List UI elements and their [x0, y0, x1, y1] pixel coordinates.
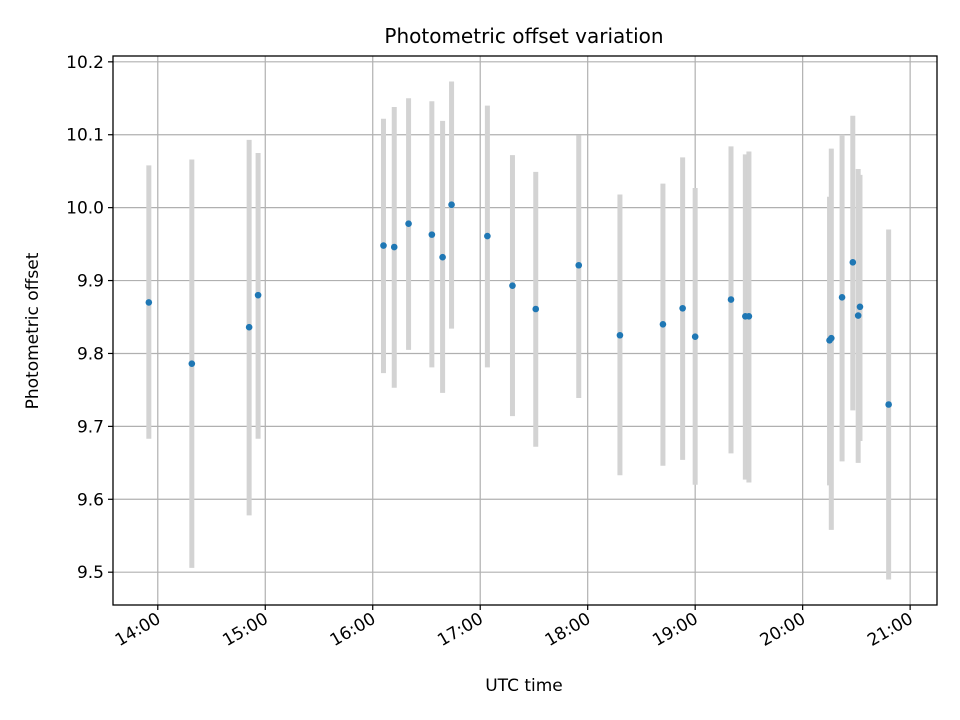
y-tick-label: 9.5 — [77, 563, 104, 583]
data-point — [854, 312, 862, 319]
y-tick-label: 10.0 — [66, 199, 104, 219]
data-point — [575, 261, 583, 269]
chart-title: Photometric offset variation — [384, 24, 663, 48]
data-point — [188, 360, 196, 367]
data-point — [679, 304, 686, 312]
y-tick-label: 9.9 — [77, 272, 104, 292]
data-point — [484, 232, 491, 240]
data-point — [616, 331, 624, 339]
y-tick-label: 10.2 — [66, 53, 104, 73]
data-point — [380, 242, 387, 249]
data-points — [145, 201, 892, 408]
data-point — [145, 299, 153, 306]
data-point — [509, 282, 516, 289]
data-point — [428, 231, 436, 238]
plot-frame — [112, 55, 938, 606]
y-tick-label: 10.1 — [66, 126, 104, 146]
y-tick-label: 9.8 — [77, 344, 104, 364]
y-tick-label: 9.6 — [77, 490, 104, 510]
data-point — [828, 334, 835, 342]
grid-lines — [113, 56, 937, 605]
data-point — [691, 333, 699, 340]
data-point — [885, 401, 892, 408]
data-point — [448, 201, 455, 209]
data-point — [254, 291, 262, 299]
data-point — [532, 305, 540, 313]
data-point — [856, 303, 864, 311]
data-point — [849, 259, 857, 266]
y-tick-label: 9.7 — [77, 417, 104, 437]
y-axis-label: Photometric offset — [23, 252, 43, 409]
data-point — [727, 296, 735, 303]
data-point — [390, 243, 398, 251]
data-point — [245, 323, 253, 331]
data-point — [745, 312, 753, 320]
data-point — [659, 321, 667, 328]
x-axis-label: UTC time — [485, 676, 563, 696]
data-point — [439, 253, 446, 261]
data-point — [405, 220, 412, 227]
data-point — [838, 294, 846, 301]
